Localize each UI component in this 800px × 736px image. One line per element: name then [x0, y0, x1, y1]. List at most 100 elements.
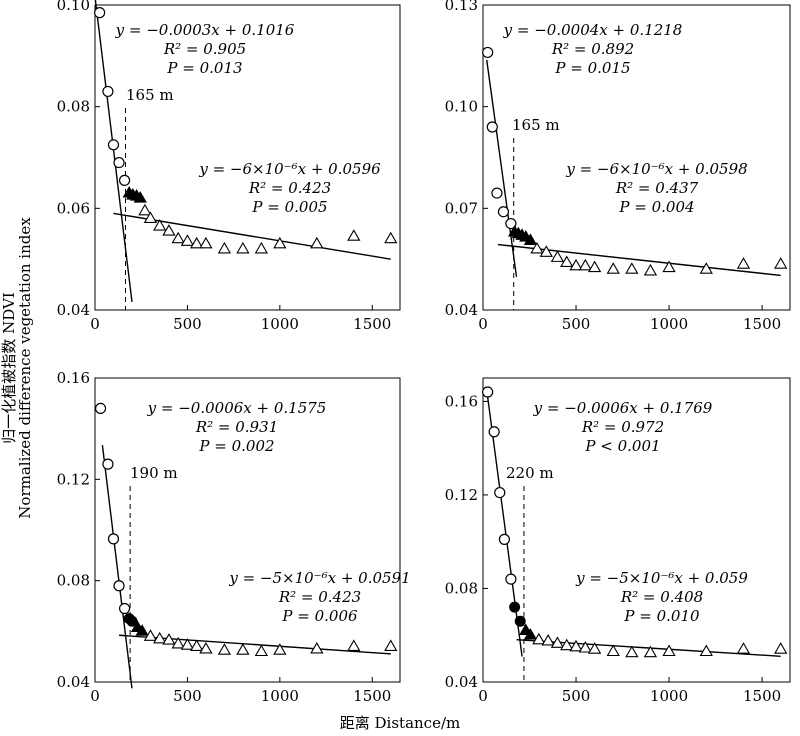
- plot-frame: [94, 4, 401, 311]
- threshold-label: 165 m: [126, 86, 174, 104]
- x-tick-label: 500: [562, 315, 591, 333]
- data-point-open-triangle: [699, 262, 713, 274]
- r-squared-near: R² = 0.972: [581, 418, 664, 436]
- y-tick-label: 0.04: [57, 301, 90, 319]
- data-point-open-triangle: [384, 639, 398, 651]
- y-tick-label: 0.13: [445, 0, 478, 14]
- data-point-open-triangle: [625, 645, 639, 658]
- y-tick-label: 0.16: [445, 392, 478, 410]
- x-tick-label: 0: [90, 315, 100, 333]
- data-point-open-triangle: [662, 260, 676, 273]
- y-tick-label: 0.07: [445, 199, 478, 217]
- data-point-open-triangle: [273, 643, 287, 655]
- data-point-filled-triangle: [135, 624, 149, 636]
- equation-far: y = −5×10⁻⁶x + 0.059: [575, 569, 748, 587]
- y-tick-label: 0.04: [57, 673, 90, 691]
- equation-far: y = −5×10⁻⁶x + 0.0591: [228, 569, 410, 587]
- y-tick-label: 0.12: [57, 470, 90, 488]
- plot-frame: [94, 377, 401, 683]
- data-point-open-triangle: [199, 236, 213, 249]
- data-point-open-triangle: [541, 633, 555, 646]
- data-point-open-triangle: [143, 211, 158, 223]
- data-point-open-circle: [102, 458, 114, 470]
- data-point-open-triangle: [180, 234, 195, 246]
- data-point-filled-circle: [509, 601, 521, 613]
- y-tick-label: 0.12: [445, 486, 478, 504]
- data-point-filled-triangle: [523, 233, 538, 245]
- data-point-open-circle: [497, 206, 510, 218]
- equation-near: y = −0.0004x + 0.1218: [503, 21, 683, 39]
- chart-panel-bottom-left: 0 500 1000 1500 0.04 0.08 0.12 0.16 190 m y = −0.…: [57, 369, 411, 705]
- data-point-open-triangle: [171, 636, 185, 649]
- chart-panel-top-left: 0 500 1000 1500 0.04 0.06 0.08 0.10 165 m y = −0.…: [57, 0, 401, 333]
- data-point-open-circle: [486, 121, 498, 133]
- data-point-open-triangle: [774, 642, 788, 654]
- equation-near: y = −0.0003x + 0.1016: [115, 21, 295, 39]
- data-point-open-triangle: [217, 241, 232, 254]
- data-point-open-triangle: [199, 641, 213, 654]
- y-tick-label: 0.06: [57, 199, 90, 217]
- data-point-open-triangle: [180, 638, 195, 650]
- data-point-open-triangle: [347, 639, 361, 651]
- data-point-open-circle: [482, 386, 494, 398]
- data-point-open-circle: [488, 426, 500, 438]
- x-tick-label: 500: [173, 315, 202, 333]
- y-axis-title-chinese: 归一化植被指数 NDVI: [0, 292, 18, 443]
- data-point-open-circle: [94, 7, 106, 19]
- chart-panel-bottom-right: 0 500 1000 1500 0.04 0.08 0.12 0.16 220 m y = −0.…: [445, 377, 791, 705]
- p-value-far: P = 0.005: [251, 198, 327, 216]
- x-tick-label: 1000: [650, 315, 688, 333]
- data-point-open-triangle: [560, 255, 574, 268]
- r-squared-near: R² = 0.905: [163, 40, 246, 58]
- data-point-open-triangle: [587, 642, 602, 654]
- y-tick-label: 0.08: [57, 572, 90, 590]
- equation-far: y = −6×10⁻⁶x + 0.0598: [565, 160, 747, 178]
- data-point-open-triangle: [532, 632, 546, 645]
- data-point-open-circle: [482, 46, 494, 59]
- r-squared-far: R² = 0.408: [620, 588, 703, 606]
- y-tick-label: 0.04: [445, 301, 478, 319]
- data-point-filled-circle: [514, 615, 526, 627]
- regression-line-far: [118, 634, 391, 655]
- data-point-open-triangle: [190, 236, 204, 249]
- equation-near: y = −0.0006x + 0.1575: [147, 399, 327, 417]
- data-point-open-triangle: [171, 231, 185, 244]
- x-tick-label: 1000: [261, 687, 299, 705]
- data-point-open-triangle: [643, 263, 658, 276]
- plot-frame: [482, 4, 791, 311]
- data-point-open-circle: [505, 217, 517, 230]
- data-point-open-triangle: [530, 241, 544, 254]
- data-point-open-circle: [113, 580, 125, 592]
- p-value-far: P = 0.004: [618, 198, 694, 216]
- threshold-label: 220 m: [506, 464, 554, 482]
- data-point-open-triangle: [254, 644, 269, 657]
- x-tick-label: 1500: [353, 315, 391, 333]
- data-point-open-triangle: [162, 633, 176, 645]
- data-point-open-triangle: [569, 639, 583, 652]
- data-point-open-triangle: [273, 236, 287, 249]
- data-point-open-triangle: [736, 642, 751, 654]
- p-value-near: P = 0.013: [166, 59, 242, 77]
- data-point-open-triangle: [774, 257, 788, 269]
- data-point-open-circle: [118, 602, 131, 615]
- x-tick-label: 0: [478, 687, 488, 705]
- y-axis-title-english: Normalized difference vegetation index: [16, 217, 34, 519]
- p-value-near: P = 0.015: [554, 59, 630, 77]
- data-point-open-triangle: [153, 631, 167, 644]
- data-point-open-triangle: [539, 245, 553, 257]
- data-point-open-circle: [107, 139, 120, 151]
- y-tick-label: 0.08: [445, 579, 478, 597]
- x-tick-label: 0: [90, 687, 100, 705]
- p-value-far: P = 0.010: [623, 607, 700, 625]
- x-tick-label: 1500: [353, 687, 391, 705]
- data-point-open-triangle: [138, 203, 152, 216]
- x-tick-label: 500: [173, 687, 202, 705]
- data-point-open-triangle: [310, 641, 324, 654]
- threshold-label: 190 m: [130, 464, 178, 482]
- data-point-open-triangle: [143, 629, 158, 641]
- data-point-open-triangle: [736, 257, 751, 269]
- data-point-open-triangle: [254, 241, 269, 254]
- data-point-filled-triangle: [523, 628, 538, 640]
- chart-panel-top-right: 0 500 1000 1500 0.04 0.07 0.10 0.13 165 m y = −0.…: [445, 0, 791, 333]
- equation-near: y = −0.0006x + 0.1769: [533, 399, 713, 417]
